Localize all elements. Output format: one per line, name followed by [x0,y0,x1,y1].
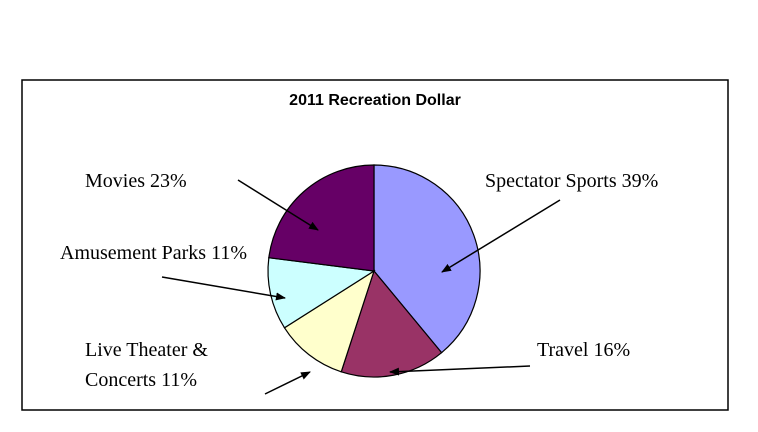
chart-title: 2011 Recreation Dollar [289,92,461,109]
slice-label: Amusement Parks 11% [60,238,275,268]
category: Live Theater & Concerts [85,339,208,391]
value-label: 39% [621,170,659,192]
slice-label: Travel 16% [537,335,737,365]
pie-slice [283,269,376,373]
value-label: 16% [593,339,631,361]
category: Movies [85,170,145,192]
leader-line [389,365,531,376]
category: Spectator Sports [485,170,617,192]
category: Travel [537,339,589,361]
pie-slice [267,257,376,329]
value-label: 23% [150,170,187,192]
category: Amusement Parks [60,242,207,264]
leader-line [237,179,319,231]
leader-lines [161,179,561,395]
leader-line [264,371,311,395]
value-label: 11% [211,242,248,264]
pie-slice [373,164,481,354]
leader-line [441,199,561,273]
slice-label: Movies 23% [85,166,285,196]
pie-slice [268,164,375,272]
pie [267,164,481,378]
slice-label: Spectator Sports 39% [485,166,735,196]
slice-label: Live Theater & Concerts 11% [85,335,265,395]
leader-line [161,276,286,301]
value-label: 11% [161,369,198,391]
